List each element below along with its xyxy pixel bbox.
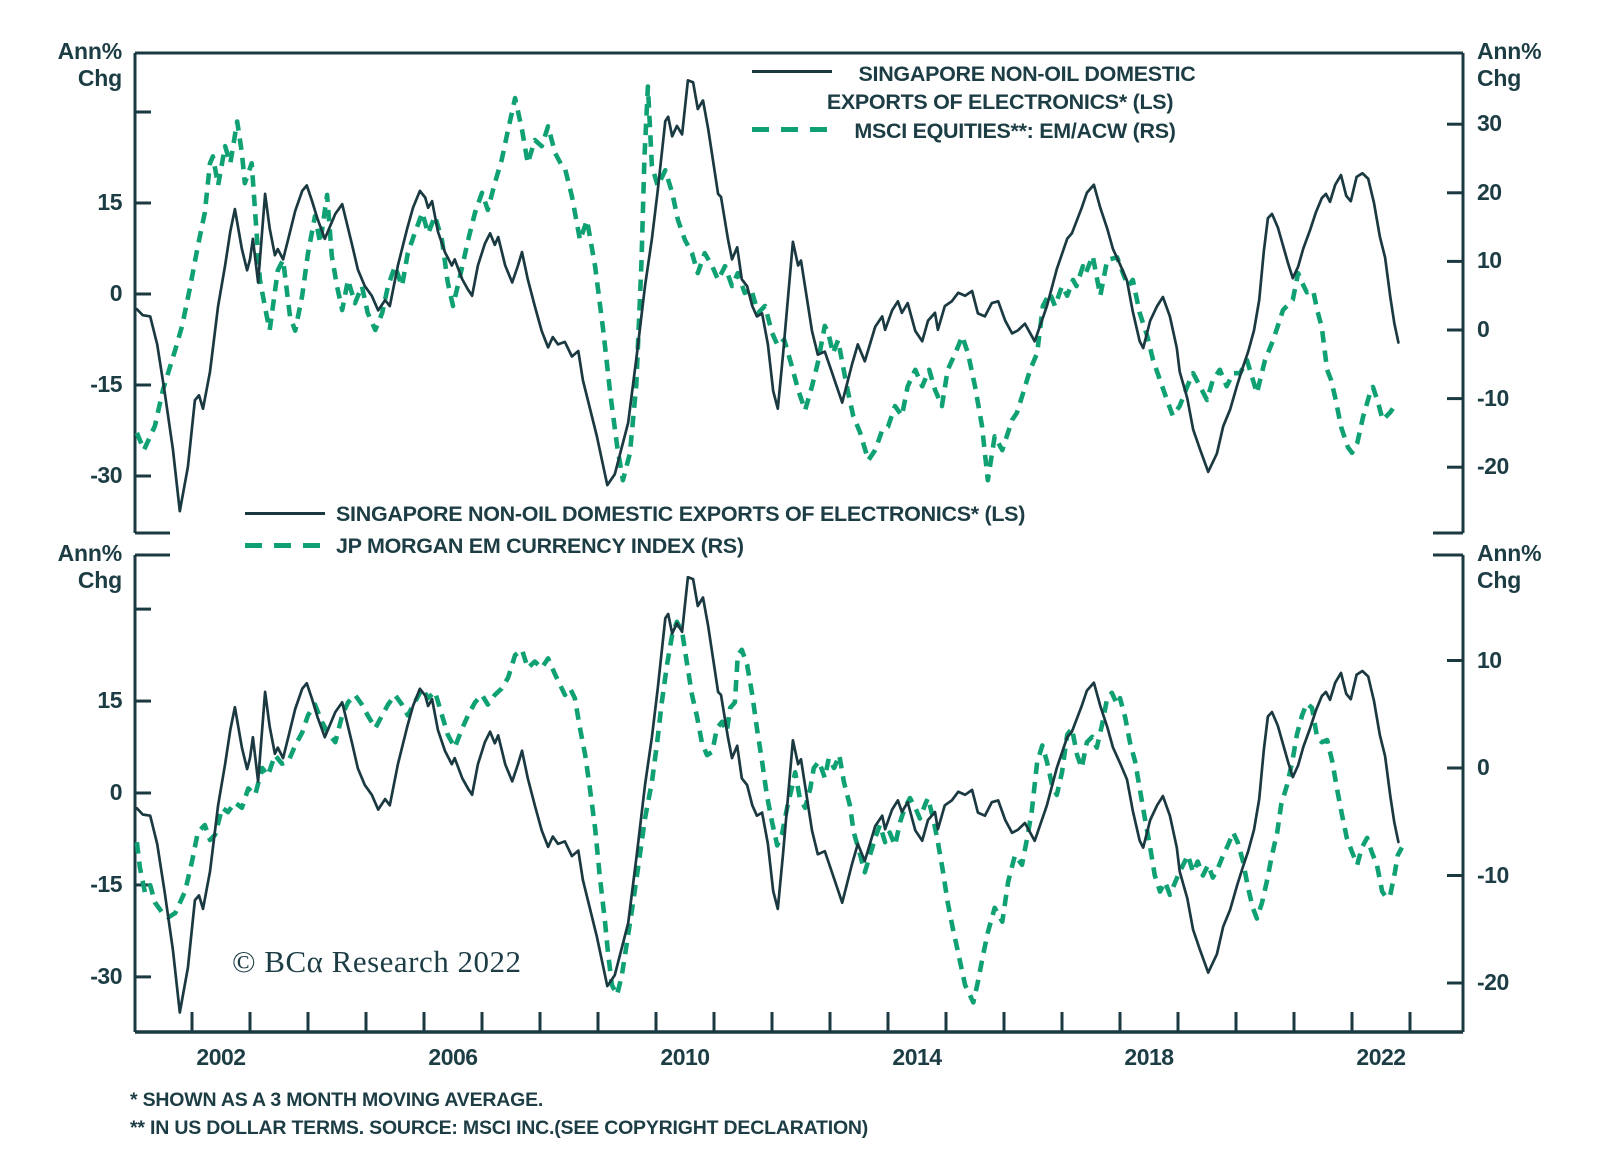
top-left-axis-unit: Ann% Chg bbox=[0, 38, 123, 92]
y-axis-tick-label: -15 bbox=[90, 371, 122, 397]
legend-key-dashed-line bbox=[245, 543, 331, 548]
legend-label-nodx-line2: EXPORTS OF ELECTRONICS* (LS) bbox=[826, 90, 1174, 114]
axis-unit-line: Chg bbox=[1477, 567, 1522, 593]
x-axis-year-label: 2022 bbox=[1356, 1044, 1406, 1070]
legend-key-dashed-line bbox=[752, 127, 838, 132]
y-axis-tick-label: -15 bbox=[90, 870, 122, 897]
x-axis-year-label: 2018 bbox=[1124, 1044, 1174, 1070]
y-axis-tick-label: 0 bbox=[1477, 754, 1490, 780]
y-axis-tick-label: -30 bbox=[90, 462, 122, 488]
axis-unit-line: Ann% bbox=[57, 38, 123, 64]
x-axis-year-label: 2006 bbox=[428, 1044, 478, 1070]
series-line-nodx bbox=[135, 79, 1400, 513]
y-axis-tick-label: -10 bbox=[1477, 861, 1509, 888]
legend-label-nodx: SINGAPORE NON-OIL DOMESTIC EXPORTS OF EL… bbox=[336, 502, 1026, 526]
axis-unit-line: Chg bbox=[1477, 65, 1522, 91]
axis-unit-line: Ann% bbox=[57, 540, 123, 566]
y-axis-tick-label: 20 bbox=[1477, 178, 1502, 205]
series-line-jpmfx bbox=[134, 619, 1404, 1005]
axis-unit-line: Chg bbox=[77, 567, 122, 593]
x-axis-year-label: 2002 bbox=[196, 1044, 246, 1070]
copyright-text: © BCα Research 2022 bbox=[232, 944, 522, 979]
legend-label-jpm-fx: JP MORGAN EM CURRENCY INDEX (RS) bbox=[336, 534, 744, 558]
axis-unit-line: Ann% bbox=[1477, 38, 1542, 64]
y-axis-tick-label: -20 bbox=[1477, 969, 1509, 995]
y-axis-tick-label: 30 bbox=[1477, 110, 1502, 137]
series-line-msci bbox=[134, 84, 1400, 483]
y-axis-tick-label: 0 bbox=[109, 280, 123, 306]
axis-unit-line: Ann% bbox=[1477, 540, 1542, 566]
footnote-2: ** IN US DOLLAR TERMS. SOURCE: MSCI INC.… bbox=[130, 1117, 869, 1139]
footnote-1: * SHOWN AS A 3 MONTH MOVING AVERAGE. bbox=[130, 1089, 544, 1111]
y-axis-tick-label: 0 bbox=[109, 779, 123, 805]
x-axis-year-label: 2010 bbox=[660, 1044, 710, 1070]
y-axis-tick-label: -20 bbox=[1477, 453, 1509, 480]
bottom-right-axis-unit: Ann% Chg bbox=[1477, 540, 1589, 594]
bottom-left-axis-unit: Ann% Chg bbox=[0, 540, 123, 594]
legend-label-nodx-line1: SINGAPORE NON-OIL DOMESTIC bbox=[858, 62, 1196, 86]
y-axis-tick-label: 10 bbox=[1477, 247, 1502, 274]
legend-label-msci: MSCI EQUITIES**: EM/ACW (RS) bbox=[854, 119, 1176, 143]
top-right-axis-unit: Ann% Chg bbox=[1477, 38, 1589, 92]
y-axis-tick-label: -10 bbox=[1477, 384, 1509, 411]
legend-key-solid-line bbox=[245, 512, 325, 515]
y-axis-tick-label: 10 bbox=[1477, 646, 1502, 673]
x-axis-year-label: 2014 bbox=[892, 1044, 942, 1070]
y-axis-tick-label: 15 bbox=[97, 188, 122, 215]
y-axis-tick-label: 0 bbox=[1477, 316, 1490, 342]
series-line-nodx bbox=[135, 575, 1400, 1014]
axis-unit-line: Chg bbox=[77, 65, 122, 91]
y-axis-tick-label: 15 bbox=[97, 687, 122, 714]
y-axis-tick-label: -30 bbox=[90, 962, 122, 989]
legend-key-solid-line bbox=[752, 70, 832, 73]
